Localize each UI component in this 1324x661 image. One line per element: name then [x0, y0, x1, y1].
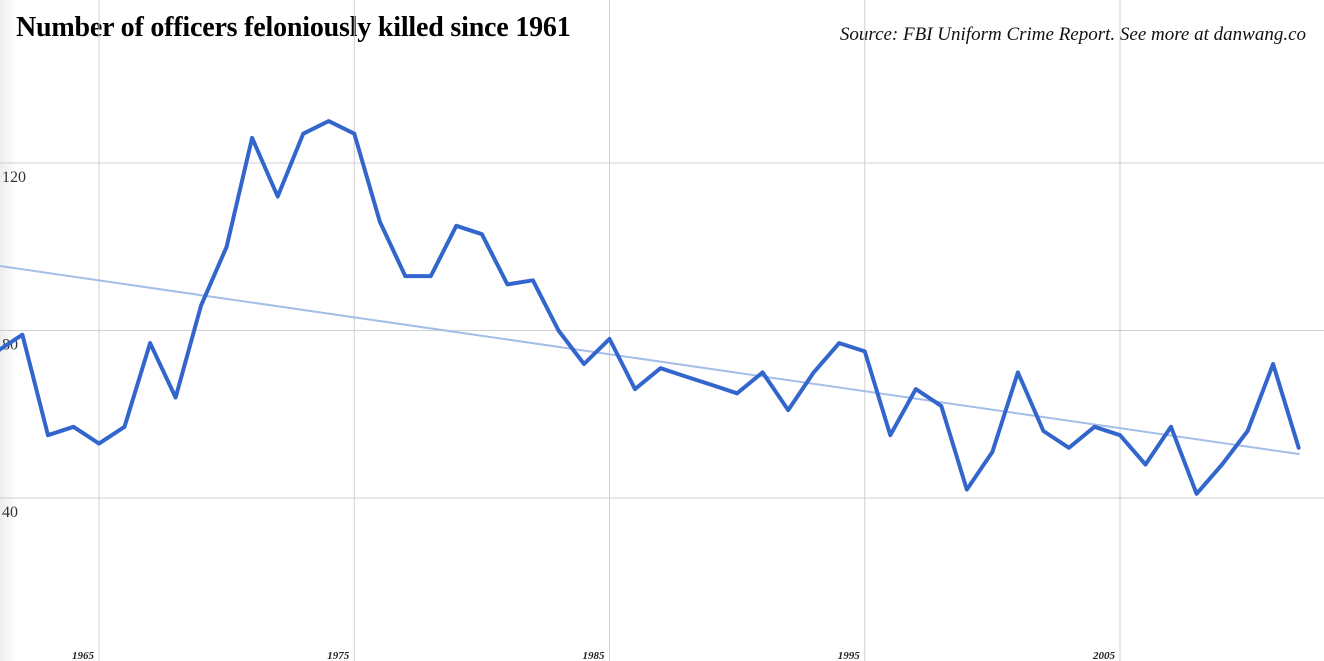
- data-point: [710, 383, 714, 387]
- data-point: [480, 232, 484, 236]
- data-point: [276, 195, 280, 199]
- data-point: [531, 278, 535, 282]
- data-point: [505, 282, 509, 286]
- data-point: [429, 274, 433, 278]
- data-point: [582, 362, 586, 366]
- data-point: [20, 333, 24, 337]
- data-point: [990, 450, 994, 454]
- data-point: [1297, 446, 1301, 450]
- y-tick-label: 40: [2, 504, 18, 521]
- data-point: [46, 433, 50, 437]
- data-point: [225, 245, 229, 249]
- data-point: [97, 442, 101, 446]
- data-point: [378, 220, 382, 224]
- data-point: [1118, 433, 1122, 437]
- chart-title: Number of officers feloniously killed si…: [16, 12, 571, 43]
- data-point: [837, 341, 841, 345]
- data-point: [301, 132, 305, 136]
- data-point: [1144, 463, 1148, 467]
- data-point: [1169, 425, 1173, 429]
- data-point: [1067, 446, 1071, 450]
- data-point: [914, 387, 918, 391]
- data-point: [1246, 429, 1250, 433]
- data-point: [608, 337, 612, 341]
- data-point: [786, 408, 790, 412]
- data-point: [1016, 370, 1020, 374]
- data-point: [199, 303, 203, 307]
- data-point: [888, 433, 892, 437]
- data-point: [403, 274, 407, 278]
- data-point: [761, 370, 765, 374]
- data-point: [633, 387, 637, 391]
- trendline: [0, 265, 1300, 455]
- data-point: [1271, 362, 1275, 366]
- data-point: [965, 488, 969, 492]
- y-tick-label: 120: [2, 169, 26, 186]
- data-point: [659, 366, 663, 370]
- x-tick-label: 1995: [838, 650, 861, 661]
- data-point: [148, 341, 152, 345]
- data-point: [1195, 492, 1199, 496]
- data-point: [250, 136, 254, 140]
- data-point: [939, 404, 943, 408]
- data-point: [684, 375, 688, 379]
- data-point: [352, 132, 356, 136]
- data-point: [454, 224, 458, 228]
- x-tick-label: 1985: [583, 650, 606, 661]
- data-point: [174, 396, 178, 400]
- data-point: [123, 425, 127, 429]
- x-tick-label: 2005: [1092, 650, 1116, 661]
- source-caption: Source: FBI Uniform Crime Report. See mo…: [839, 24, 1306, 45]
- data-point: [327, 119, 331, 123]
- x-tick-label: 1965: [72, 650, 95, 661]
- data-point: [1093, 425, 1097, 429]
- data-point: [1220, 463, 1224, 467]
- series-line-officers-killed: [0, 119, 1301, 496]
- data-point: [863, 349, 867, 353]
- data-point: [557, 329, 561, 333]
- data-point: [72, 425, 76, 429]
- series-lines: [0, 119, 1301, 496]
- x-tick-label: 1975: [327, 650, 350, 661]
- data-point: [812, 370, 816, 374]
- data-point: [735, 391, 739, 395]
- data-point: [1041, 429, 1045, 433]
